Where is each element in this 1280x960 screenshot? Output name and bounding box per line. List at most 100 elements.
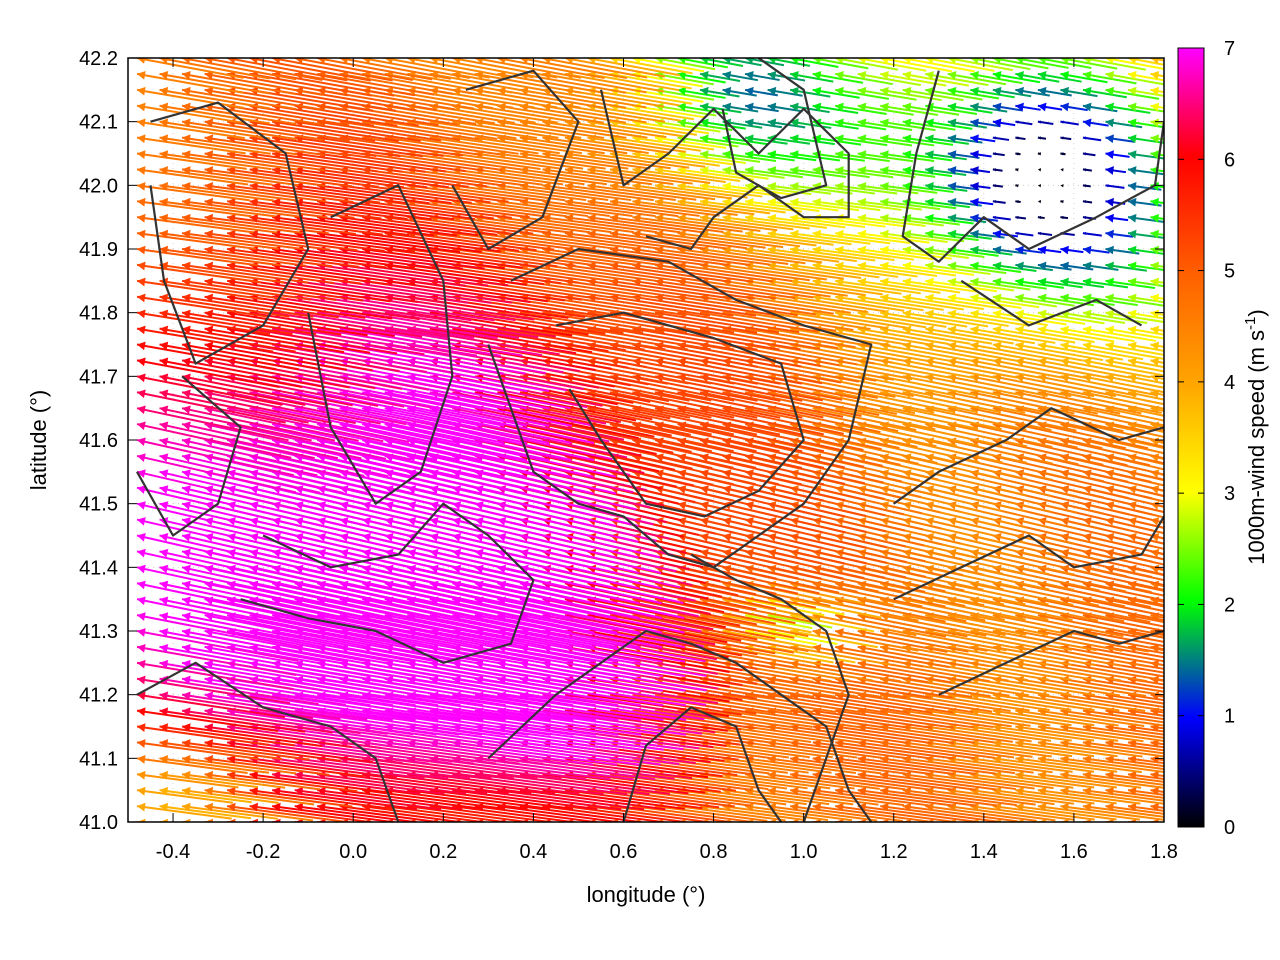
wind-vector-head xyxy=(1037,739,1047,748)
wind-vector-head xyxy=(880,213,889,223)
wind-vector xyxy=(1015,245,1043,255)
wind-vector xyxy=(789,70,834,83)
wind-vector-head xyxy=(925,293,934,303)
wind-vector-head xyxy=(362,261,371,271)
wind-vector xyxy=(1127,150,1164,160)
wind-vector-head xyxy=(1105,70,1115,80)
wind-vector-head xyxy=(857,197,867,207)
wind-vector-head xyxy=(902,102,912,112)
wind-vector-head xyxy=(835,786,844,796)
wind-vector xyxy=(204,691,368,721)
wind-vector-head xyxy=(1037,309,1047,319)
wind-vector-head xyxy=(902,229,912,239)
wind-vector-head xyxy=(1150,373,1160,383)
wind-vector-head xyxy=(880,786,889,796)
wind-vector xyxy=(902,134,954,146)
wind-vector-head xyxy=(970,118,979,128)
x-tick-label: 0.0 xyxy=(339,841,367,863)
x-tick-label: 0.6 xyxy=(610,841,638,863)
wind-vector-head xyxy=(947,755,957,764)
wind-vector xyxy=(1082,341,1164,360)
wind-vector xyxy=(992,802,1095,821)
wind-vector xyxy=(789,134,835,146)
wind-vector-head xyxy=(700,134,709,144)
wind-vector-head xyxy=(137,755,146,764)
wind-vector-head xyxy=(812,229,822,239)
wind-vector-head xyxy=(947,309,957,319)
wind-vector-head xyxy=(564,102,574,112)
wind-vector-head xyxy=(722,70,732,80)
wind-vector xyxy=(1060,184,1064,188)
wind-vector-head xyxy=(1015,261,1024,271)
wind-vector-head xyxy=(137,102,146,112)
wind-vector-head xyxy=(925,309,934,319)
wind-vector xyxy=(1015,786,1117,805)
wind-vector-head xyxy=(655,261,664,271)
wind-vector-head xyxy=(947,86,957,96)
wind-vector xyxy=(159,723,295,747)
wind-vector xyxy=(632,245,751,266)
wind-vector-head xyxy=(835,58,844,64)
wind-vector xyxy=(1015,755,1118,773)
contour-line xyxy=(690,553,850,822)
wind-vector-head xyxy=(902,770,912,780)
wind-vector xyxy=(835,102,887,115)
wind-vector-head xyxy=(137,118,146,128)
wind-vector xyxy=(474,58,582,79)
wind-vector xyxy=(790,818,799,822)
wind-vector-head xyxy=(249,818,259,822)
wind-vector xyxy=(159,166,273,186)
wind-vector-head xyxy=(339,755,349,764)
wind-vector xyxy=(970,325,1056,344)
wind-vector-head xyxy=(609,229,619,239)
contour-line xyxy=(555,311,805,518)
wind-vector xyxy=(249,770,392,794)
wind-vector-head xyxy=(182,564,191,574)
wind-vector-head xyxy=(835,628,844,637)
wind-vector xyxy=(159,548,324,590)
wind-vector xyxy=(159,118,271,140)
wind-vector xyxy=(181,532,347,574)
wind-vector xyxy=(226,213,356,236)
wind-vector xyxy=(1150,134,1164,144)
wind-vector xyxy=(1150,612,1164,621)
wind-vector xyxy=(835,818,844,822)
wind-vector xyxy=(159,707,306,733)
wind-vector xyxy=(925,166,967,176)
wind-vector-head xyxy=(159,86,169,96)
y-tick-label: 41.7 xyxy=(79,366,118,388)
wind-vector xyxy=(136,564,302,605)
wind-vector xyxy=(272,197,408,220)
wind-vector-head xyxy=(632,229,641,239)
wind-vector-head xyxy=(835,755,844,764)
wind-vector xyxy=(181,197,301,218)
wind-vector-head xyxy=(677,197,687,207)
wind-vector-head xyxy=(655,102,664,112)
wind-vector xyxy=(677,134,739,148)
wind-vector-head xyxy=(677,58,686,64)
wind-vector-head xyxy=(249,58,258,64)
wind-vector xyxy=(181,612,348,649)
wind-vector xyxy=(947,293,1022,309)
wind-vector-head xyxy=(1037,293,1047,303)
wind-vector-head xyxy=(587,58,596,64)
wind-vector-head xyxy=(609,102,619,112)
wind-vector-head xyxy=(722,102,732,112)
wind-vector-head xyxy=(317,755,326,764)
wind-vector xyxy=(159,357,303,389)
wind-vector-head xyxy=(159,182,169,191)
wind-vector xyxy=(767,818,777,822)
wind-vector xyxy=(744,134,788,145)
wind-vector xyxy=(1015,70,1060,83)
wind-vector-head xyxy=(1015,200,1019,204)
wind-vector-head xyxy=(609,261,619,271)
wind-vector-head xyxy=(835,802,844,812)
wind-vector-head xyxy=(1015,755,1024,764)
wind-vector-head xyxy=(880,134,889,144)
wind-vector xyxy=(902,309,989,328)
wind-vector-head xyxy=(204,675,214,685)
wind-vector-head xyxy=(835,261,844,271)
wind-vector-head xyxy=(159,150,169,159)
wind-vector-head xyxy=(992,184,997,188)
wind-vector xyxy=(159,612,325,649)
